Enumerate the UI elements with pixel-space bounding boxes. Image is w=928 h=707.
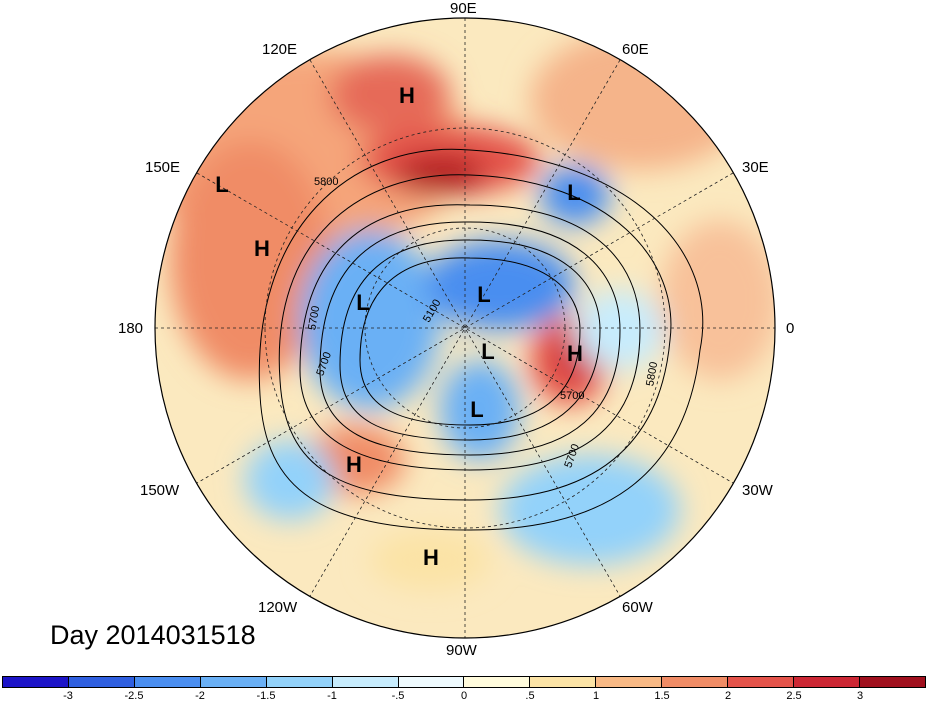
graticule <box>155 18 775 638</box>
contour-label: 5800 <box>314 176 339 188</box>
pressure-center-low: L <box>477 282 491 307</box>
pressure-center-low: L <box>470 397 484 422</box>
lon-label-180: 180 <box>118 320 144 337</box>
colorbar-swatch <box>398 677 465 687</box>
contour-label: 5700 <box>560 390 585 402</box>
pressure-center-high: H <box>399 83 415 108</box>
lon-label-60w: 60W <box>622 599 653 616</box>
colorbar-tick-label: -.5 <box>391 690 405 702</box>
height-contours <box>258 148 704 531</box>
pressure-center-low: L <box>567 180 581 205</box>
colorbar-tick-label: 3 <box>856 690 864 702</box>
map-title: Day 2014031518 <box>50 620 256 650</box>
colorbar-tick-label: 2 <box>724 690 732 702</box>
colorbar-swatch <box>464 677 531 687</box>
pressure-center-low: L <box>356 290 370 315</box>
lon-label-60e: 60E <box>622 41 649 58</box>
lon-label-120w: 120W <box>258 599 298 616</box>
colorbar-tick-label: -3 <box>63 690 73 702</box>
pressure-center-high: H <box>423 545 439 570</box>
lon-label-120e: 120E <box>262 41 298 58</box>
anomaly-field <box>155 18 775 638</box>
lon-label-90e: 90E <box>450 0 477 17</box>
colorbar-tick-label: 2.5 <box>786 690 802 702</box>
pressure-center-low: L <box>481 339 495 364</box>
lon-label-30e: 30E <box>742 159 769 176</box>
pressure-center-high: H <box>346 452 362 477</box>
lon-label-0: 0 <box>786 320 795 337</box>
colorbar-swatch <box>332 677 399 687</box>
lon-label-150e: 150E <box>145 159 181 176</box>
colorbar <box>2 676 926 688</box>
colorbar-swatch <box>3 677 69 687</box>
colorbar-tick-label: -2.5 <box>124 690 144 702</box>
colorbar-swatch <box>596 677 663 687</box>
colorbar-tick-label: -1 <box>327 690 337 702</box>
pressure-center-high: H <box>254 236 270 261</box>
colorbar-tick-label: -2 <box>195 690 205 702</box>
pressure-center-low: L <box>215 172 229 197</box>
colorbar-tick-label: 0 <box>460 690 468 702</box>
colorbar-swatch <box>530 677 597 687</box>
lon-label-90w: 90W <box>446 642 477 659</box>
colorbar-tick-label: .5 <box>525 690 535 702</box>
colorbar-swatch <box>859 677 925 687</box>
lon-label-150w: 150W <box>140 482 180 499</box>
colorbar-swatch <box>68 677 135 687</box>
lon-label-30w: 30W <box>742 482 773 499</box>
map-border <box>154 17 776 639</box>
colorbar-tick-label: -1.5 <box>256 690 276 702</box>
colorbar-swatch <box>794 677 860 687</box>
colorbar-tick-label: 1.5 <box>654 690 670 702</box>
colorbar-swatch <box>266 677 333 687</box>
colorbar-swatch <box>728 677 795 687</box>
colorbar-tick-label: 1 <box>592 690 600 702</box>
colorbar-swatch <box>662 677 729 687</box>
pressure-center-high: H <box>567 341 583 366</box>
colorbar-swatch <box>134 677 201 687</box>
colorbar-swatch <box>200 677 267 687</box>
